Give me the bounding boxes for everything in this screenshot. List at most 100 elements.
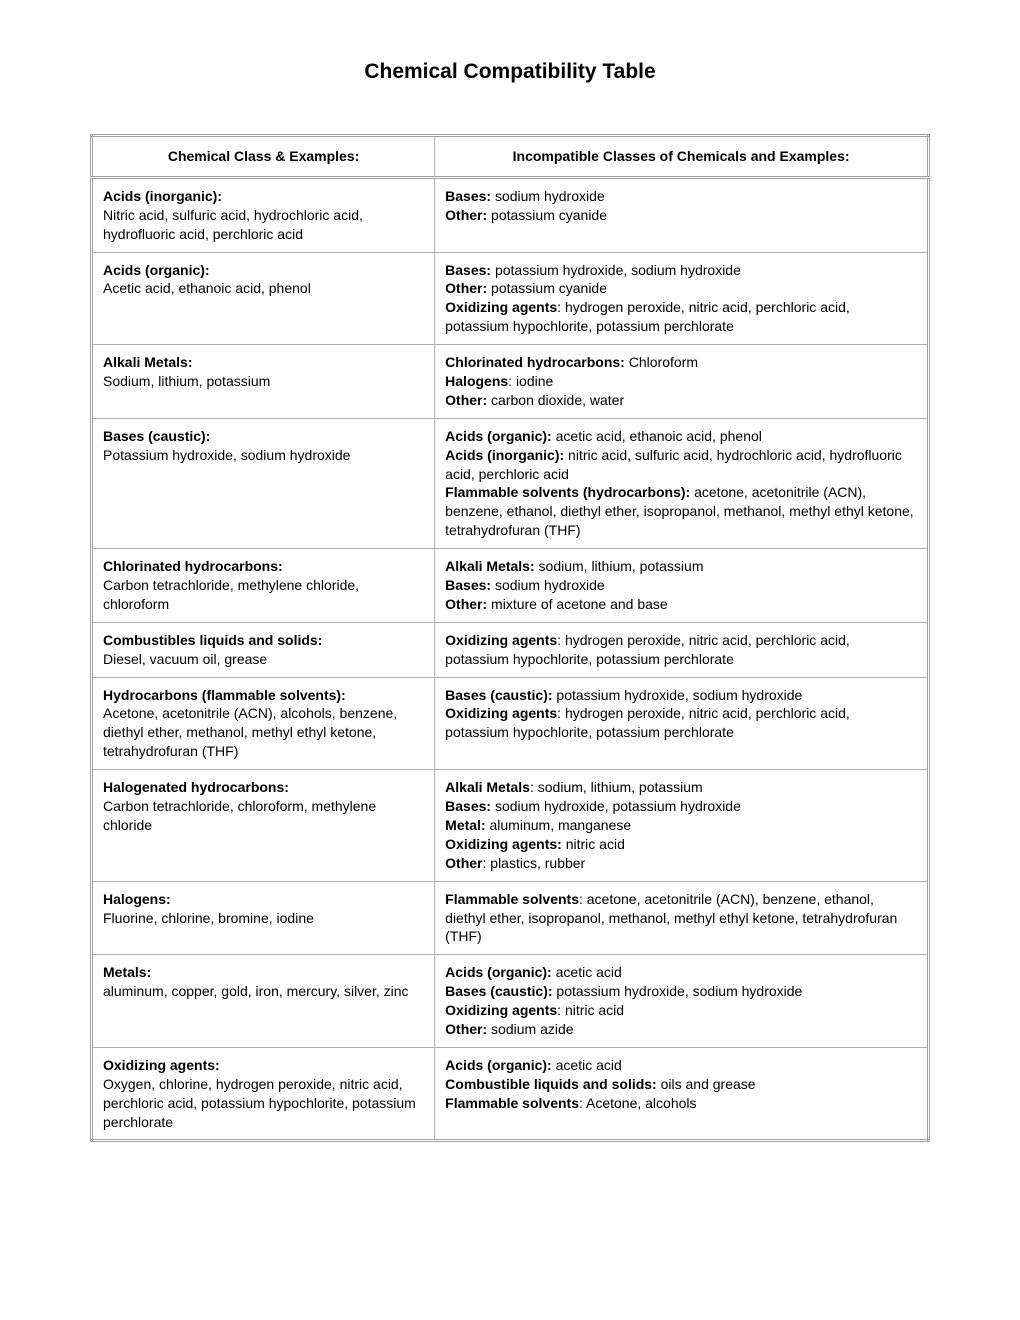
compatibility-table: Chemical Class & Examples: Incompatible … — [90, 134, 930, 1142]
incompatible-line: Other: carbon dioxide, water — [445, 391, 917, 410]
column-header-class: Chemical Class & Examples: — [92, 136, 435, 178]
incompatible-line: Other: potassium cyanide — [445, 206, 917, 225]
incompatible-line: Acids (inorganic): nitric acid, sulfuric… — [445, 446, 917, 484]
incompatible-text: : nitric acid — [557, 1002, 624, 1018]
chemical-class-name: Acids (organic): — [103, 262, 210, 278]
cell-chemical-class: Bases (caustic): Potassium hydroxide, sod… — [92, 418, 435, 548]
incompatible-label: Bases: — [445, 188, 491, 204]
incompatible-line: Bases (caustic): potassium hydroxide, so… — [445, 686, 917, 705]
chemical-class-examples: Carbon tetrachloride, chloroform, methyl… — [103, 797, 424, 835]
cell-chemical-class: Halogens: Fluorine, chlorine, bromine, io… — [92, 881, 435, 955]
chemical-class-name: Hydrocarbons (flammable solvents): — [103, 687, 346, 703]
incompatible-label: Oxidizing agents — [445, 632, 557, 648]
incompatible-text: sodium, lithium, potassium — [535, 558, 704, 574]
chemical-class-examples: Acetone, acetonitrile (ACN), alcohols, b… — [103, 704, 424, 761]
incompatible-line: Oxidizing agents: hydrogen peroxide, nit… — [445, 631, 917, 669]
page: Chemical Compatibility Table Chemical Cl… — [0, 0, 1020, 1320]
incompatible-line: Other: mixture of acetone and base — [445, 595, 917, 614]
incompatible-label: Oxidizing agents — [445, 299, 557, 315]
incompatible-label: Bases (caustic): — [445, 983, 552, 999]
incompatible-text: sodium hydroxide — [491, 577, 605, 593]
incompatible-text: mixture of acetone and base — [487, 596, 668, 612]
incompatible-label: Flammable solvents — [445, 1095, 579, 1111]
incompatible-text: potassium cyanide — [487, 280, 607, 296]
chemical-class-name: Halogens: — [103, 891, 171, 907]
chemical-class-name: Bases (caustic): — [103, 428, 210, 444]
incompatible-line: Alkali Metals: sodium, lithium, potassiu… — [445, 557, 917, 576]
incompatible-line: Other: sodium azide — [445, 1020, 917, 1039]
incompatible-label: Alkali Metals — [445, 779, 530, 795]
incompatible-text: : iodine — [508, 373, 553, 389]
chemical-class-examples: Carbon tetrachloride, methylene chloride… — [103, 576, 424, 614]
incompatible-text: potassium hydroxide, sodium hydroxide — [553, 983, 803, 999]
incompatible-label: Oxidizing agents: — [445, 836, 562, 852]
incompatible-line: Flammable solvents: acetone, acetonitril… — [445, 890, 917, 947]
incompatible-line: Acids (organic): acetic acid — [445, 963, 917, 982]
incompatible-text: sodium azide — [487, 1021, 573, 1037]
incompatible-line: Oxidizing agents: hydrogen peroxide, nit… — [445, 298, 917, 336]
table-header-row: Chemical Class & Examples: Incompatible … — [92, 136, 929, 178]
cell-incompatible: Acids (organic): acetic acidBases (caust… — [435, 955, 929, 1048]
incompatible-label: Acids (inorganic): — [445, 447, 564, 463]
table-row: Acids (organic):Acetic acid, ethanoic ac… — [92, 252, 929, 345]
incompatible-line: Acids (organic): acetic acid — [445, 1056, 917, 1075]
chemical-class-examples: Oxygen, chlorine, hydrogen peroxide, nit… — [103, 1075, 424, 1132]
table-row: Oxidizing agents:Oxygen, chlorine, hydro… — [92, 1047, 929, 1141]
table-body: Acids (inorganic):Nitric acid, sulfuric … — [92, 177, 929, 1141]
incompatible-line: Acids (organic): acetic acid, ethanoic a… — [445, 427, 917, 446]
table-row: Chlorinated hydrocarbons:Carbon tetrachl… — [92, 549, 929, 623]
cell-chemical-class: Combustibles liquids and solids:Diesel, … — [92, 622, 435, 677]
cell-chemical-class: Halogenated hydrocarbons: Carbon tetrachl… — [92, 770, 435, 881]
incompatible-label: Alkali Metals: — [445, 558, 534, 574]
incompatible-label: Flammable solvents — [445, 891, 579, 907]
cell-chemical-class: Oxidizing agents:Oxygen, chlorine, hydro… — [92, 1047, 435, 1141]
table-row: Halogenated hydrocarbons: Carbon tetrachl… — [92, 770, 929, 881]
incompatible-line: Oxidizing agents: hydrogen peroxide, nit… — [445, 704, 917, 742]
table-row: Metals:aluminum, copper, gold, iron, mer… — [92, 955, 929, 1048]
incompatible-label: Acids (organic): — [445, 428, 552, 444]
incompatible-text: sodium hydroxide — [491, 188, 605, 204]
incompatible-line: Alkali Metals: sodium, lithium, potassiu… — [445, 778, 917, 797]
incompatible-text: oils and grease — [657, 1076, 756, 1092]
incompatible-label: Bases: — [445, 262, 491, 278]
chemical-class-examples: Diesel, vacuum oil, grease — [103, 650, 424, 669]
chemical-class-name: Alkali Metals: — [103, 354, 192, 370]
incompatible-label: Acids (organic): — [445, 1057, 552, 1073]
incompatible-label: Halogens — [445, 373, 508, 389]
incompatible-text: Chloroform — [625, 354, 698, 370]
cell-chemical-class: Chlorinated hydrocarbons:Carbon tetrachl… — [92, 549, 435, 623]
incompatible-text: : sodium, lithium, potassium — [530, 779, 703, 795]
incompatible-label: Other: — [445, 1021, 487, 1037]
incompatible-label: Acids (organic): — [445, 964, 552, 980]
incompatible-text: carbon dioxide, water — [487, 392, 624, 408]
chemical-class-name: Halogenated hydrocarbons: — [103, 779, 289, 795]
incompatible-line: Oxidizing agents: nitric acid — [445, 1001, 917, 1020]
incompatible-line: Bases (caustic): potassium hydroxide, so… — [445, 982, 917, 1001]
chemical-class-name: Acids (inorganic): — [103, 188, 222, 204]
table-row: Halogens: Fluorine, chlorine, bromine, io… — [92, 881, 929, 955]
cell-incompatible: Bases: sodium hydroxide Other: potassium … — [435, 177, 929, 252]
incompatible-line: Flammable solvents: Acetone, alcohols — [445, 1094, 917, 1113]
table-row: Alkali Metals:Sodium, lithium, potassium… — [92, 345, 929, 419]
incompatible-line: Combustible liquids and solids: oils and… — [445, 1075, 917, 1094]
incompatible-label: Chlorinated hydrocarbons: — [445, 354, 625, 370]
incompatible-label: Other: — [445, 596, 487, 612]
table-row: Hydrocarbons (flammable solvents):Aceton… — [92, 677, 929, 770]
incompatible-line: Chlorinated hydrocarbons: Chloroform — [445, 353, 917, 372]
column-header-incompatible: Incompatible Classes of Chemicals and Ex… — [435, 136, 929, 178]
chemical-class-examples: Potassium hydroxide, sodium hydroxide — [103, 446, 424, 465]
incompatible-label: Other — [445, 855, 482, 871]
incompatible-text: potassium hydroxide, sodium hydroxide — [491, 262, 741, 278]
page-title: Chemical Compatibility Table — [90, 60, 930, 84]
incompatible-line: Bases: sodium hydroxide, potassium hydro… — [445, 797, 917, 816]
incompatible-text: sodium hydroxide, potassium hydroxide — [491, 798, 741, 814]
incompatible-line: Bases: potassium hydroxide, sodium hydro… — [445, 261, 917, 280]
incompatible-label: Other: — [445, 280, 487, 296]
chemical-class-examples: Fluorine, chlorine, bromine, iodine — [103, 909, 424, 928]
cell-incompatible: Bases (caustic): potassium hydroxide, so… — [435, 677, 929, 770]
table-row: Bases (caustic): Potassium hydroxide, sod… — [92, 418, 929, 548]
cell-incompatible: Bases: potassium hydroxide, sodium hydro… — [435, 252, 929, 345]
table-row: Combustibles liquids and solids:Diesel, … — [92, 622, 929, 677]
cell-chemical-class: Alkali Metals:Sodium, lithium, potassium — [92, 345, 435, 419]
incompatible-text: potassium cyanide — [487, 207, 607, 223]
